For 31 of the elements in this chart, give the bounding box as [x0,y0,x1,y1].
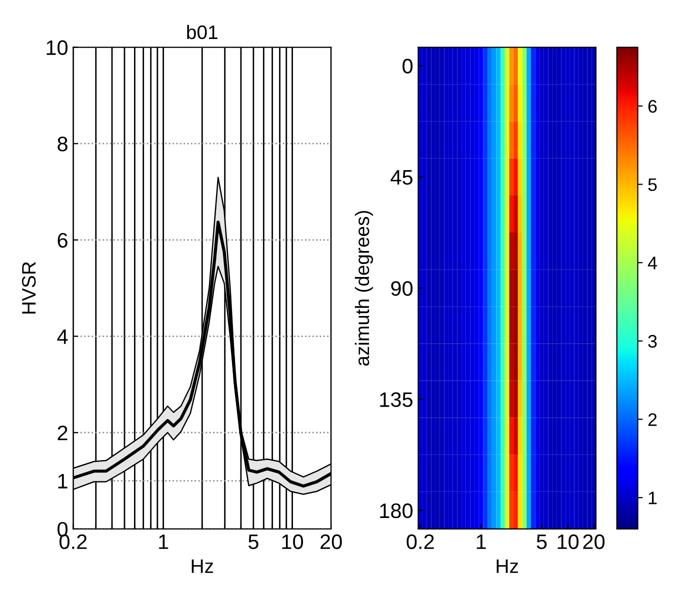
y-tick-label: 1 [58,474,68,488]
x-tick-label: 20 [583,534,605,550]
x-tick-label: 10 [282,534,304,550]
y-tick-label: 10 [46,40,68,56]
y-axis-title: HVSR [22,262,36,314]
y-tick-label: 45 [390,170,412,185]
y-tick-label: 135 [380,392,412,408]
color-bar-label: 6 [648,100,657,113]
x-tick-label: 20 [320,534,342,550]
x-axis-title: Hz [496,559,518,573]
color-bar-label: 1 [648,492,657,504]
y-tick-label: 8 [58,136,68,152]
y-tick-label: 6 [58,232,68,248]
y-tick-label: 90 [391,281,413,296]
x-tick-label: 1 [159,534,168,549]
x-tick-label: 10 [558,534,579,550]
color-bar-label: 2 [648,413,657,426]
y-tick-label: 180 [380,503,413,518]
y-tick-label: 4 [57,329,68,344]
color-bar-label: 3 [648,334,657,348]
x-tick-label: 1 [476,534,486,549]
color-bar-label: 5 [648,178,657,192]
x-tick-label: 5 [248,534,258,550]
x-tick-label: 0.2 [406,534,434,550]
chart-title: b01 [187,24,218,40]
color-bar-label: 4 [648,256,657,270]
y-axis-title: azimuth (degrees) [354,210,374,366]
y-tick-label: 2 [58,426,68,440]
x-axis-title: Hz [192,559,214,573]
y-tick-label: 0 [402,58,413,74]
x-tick-label: 5 [536,534,547,550]
